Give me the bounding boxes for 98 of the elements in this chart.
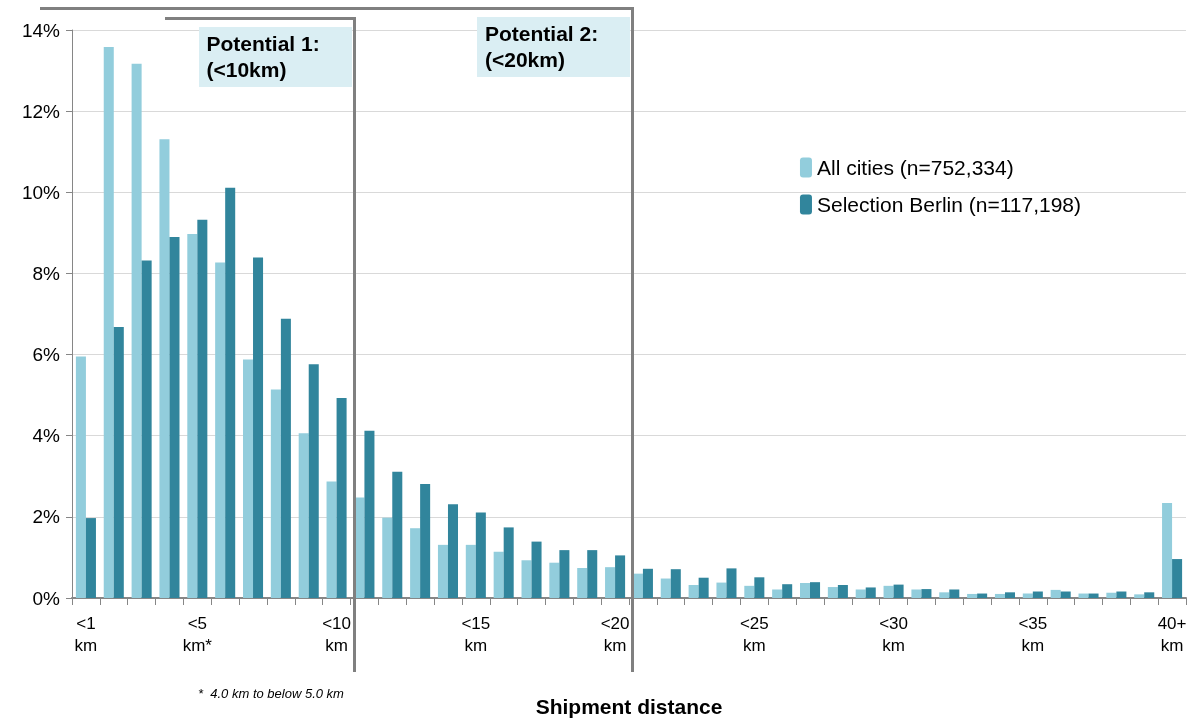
bar: [280, 318, 291, 598]
bar: [837, 585, 848, 598]
bar: [549, 562, 560, 598]
bar: [577, 567, 588, 598]
bar: [772, 589, 783, 598]
bar: [559, 550, 570, 598]
bar: [642, 568, 653, 598]
bar: [782, 584, 793, 598]
bar: [670, 569, 681, 598]
bar: [253, 257, 264, 598]
bar: [967, 593, 978, 598]
bar: [1172, 559, 1183, 598]
bar: [308, 364, 319, 598]
bar: [336, 397, 347, 598]
bar: [744, 585, 755, 598]
bar: [503, 527, 514, 598]
bar: [698, 577, 709, 598]
bar: [243, 359, 254, 598]
y-tick-label: 12%: [21, 100, 61, 122]
y-tick-label: 0%: [32, 587, 61, 609]
x-tick-label: <10 km: [322, 613, 351, 655]
bar: [716, 582, 727, 598]
bar: [949, 589, 960, 598]
bar: [855, 589, 866, 598]
bar: [865, 587, 876, 598]
bar: [994, 593, 1005, 598]
annotation: Potential 2: (<20km): [477, 17, 630, 77]
x-tick-label: <5 km*: [182, 613, 213, 655]
bar: [270, 389, 281, 598]
bar: [225, 187, 236, 598]
x-tick-label: <1 km: [74, 613, 98, 655]
text: * 4.0 km to below 5.0 km: [198, 686, 344, 701]
x-tick-label: <20 km: [600, 613, 630, 655]
bar: [475, 512, 486, 598]
bar: [141, 260, 152, 598]
bar: [437, 544, 448, 598]
bar: [688, 585, 699, 598]
bar: [420, 483, 431, 598]
y-tick-label: 10%: [21, 181, 61, 203]
bar: [605, 567, 616, 598]
bar: [1004, 592, 1015, 598]
bar: [800, 582, 811, 598]
bar: [75, 356, 86, 598]
bar: [326, 481, 337, 598]
bar: [410, 528, 421, 598]
bar: [531, 541, 542, 598]
x-tick-label: <30 km: [879, 613, 908, 655]
bar: [660, 578, 671, 598]
bar: [1162, 503, 1173, 598]
bar: [587, 550, 598, 598]
bar: [392, 471, 403, 598]
bar: [1060, 591, 1071, 598]
bar: [159, 139, 170, 598]
annotation: Potential 1: (<10km): [198, 27, 352, 87]
bar: [215, 262, 226, 598]
bar: [883, 585, 894, 598]
bar: [1032, 591, 1043, 598]
bar: [615, 555, 626, 598]
x-tick-label: <15 km: [461, 613, 491, 655]
bar: [754, 577, 765, 598]
bar: [810, 582, 821, 598]
bar: [521, 560, 532, 598]
bar: [911, 589, 922, 598]
x-axis-title: Shipment distance: [535, 695, 723, 718]
x-tick-label: <35 km: [1018, 613, 1048, 655]
bar: [1106, 592, 1117, 598]
bar: [1116, 591, 1127, 598]
bar: [465, 544, 476, 598]
y-tick-label: 14%: [21, 19, 61, 41]
bar: [1078, 593, 1089, 598]
bar: [382, 517, 393, 598]
bar: [1134, 594, 1145, 598]
y-tick-label: 2%: [32, 506, 61, 528]
bar: [921, 589, 932, 598]
x-tick-label: 40+ km: [1157, 613, 1187, 655]
bar: [298, 433, 309, 598]
y-tick-label: 4%: [32, 425, 61, 447]
bar: [493, 551, 504, 598]
bar: [85, 518, 96, 598]
bar: [726, 568, 737, 598]
bar: [131, 63, 142, 598]
bar: [113, 326, 124, 598]
bar: [1144, 592, 1155, 598]
x-tick-label: <25 km: [739, 613, 769, 655]
bar: [893, 584, 904, 598]
bar: [827, 587, 838, 598]
legend-label: All cities (n=752,334): [816, 156, 1014, 179]
legend-label: Selection Berlin (n=117,198): [816, 193, 1081, 216]
y-tick-label: 8%: [32, 262, 61, 284]
bar: [169, 236, 180, 598]
bar: [939, 592, 950, 598]
bar: [1050, 589, 1061, 598]
bar: [447, 504, 458, 598]
bar: [364, 430, 375, 598]
bar: [103, 47, 114, 598]
bar: [197, 219, 208, 598]
y-tick-label: 6%: [32, 344, 61, 366]
bar: [187, 234, 198, 598]
